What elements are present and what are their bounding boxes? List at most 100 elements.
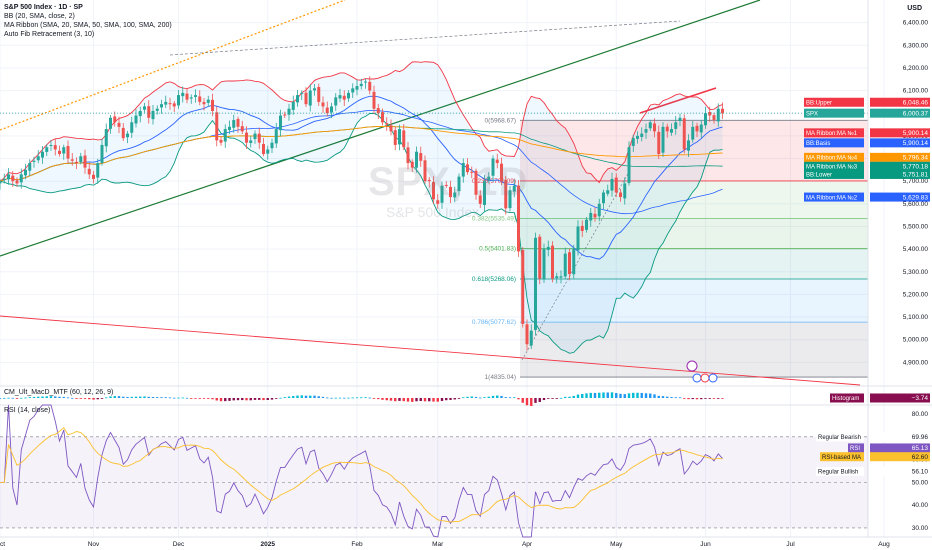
candle-body <box>355 86 359 90</box>
macd-histogram-bar <box>147 396 150 398</box>
macd-histogram-bar <box>126 396 129 398</box>
macd-histogram-bar <box>134 396 138 398</box>
macd-histogram-bar <box>287 396 291 398</box>
candle-body <box>24 169 27 176</box>
candle-body <box>419 153 423 161</box>
macd-histogram-bar <box>602 392 605 398</box>
candle-body <box>41 151 44 158</box>
macd-histogram-bar <box>666 396 669 398</box>
rsi-bearish-tag-value-box <box>870 432 930 442</box>
bb-band-fill <box>0 61 723 354</box>
candle-body <box>542 249 546 280</box>
candle-body <box>83 155 87 168</box>
candle-body <box>300 92 304 94</box>
macd-legend[interactable]: CM_Ult_MacD_MTF (60, 12, 26, 9) <box>4 389 114 396</box>
candle-body <box>372 91 376 109</box>
macd-histogram-bar <box>181 397 184 399</box>
candle-body <box>389 125 393 132</box>
macd-histogram-bar <box>411 398 414 402</box>
earnings-event-icon <box>708 373 718 383</box>
candle-body <box>364 81 367 83</box>
rsi-ma-tag-box <box>820 452 864 462</box>
macd-histogram-bar <box>530 398 533 406</box>
candle-body <box>627 147 631 184</box>
candle-body <box>406 147 410 164</box>
macd-histogram-bar <box>525 398 529 406</box>
macd-histogram-bar <box>355 397 359 399</box>
price-tag-label-box <box>804 128 864 138</box>
candle-body <box>7 174 10 180</box>
rsi-bullish-tag-box <box>816 466 864 476</box>
macd-histogram-bar <box>45 396 48 398</box>
indicator-fib-legend[interactable]: Auto Fib Retracement (3, 10) <box>4 31 95 38</box>
rsi-ma-tag-label: RSI-based MA <box>822 455 861 461</box>
trend-line-lower <box>0 315 861 386</box>
macd-histogram-bar <box>360 397 363 399</box>
macd-histogram-bar <box>139 396 142 398</box>
macd-histogram-bar <box>207 398 210 399</box>
macd-histogram-bar <box>168 397 172 399</box>
candle-body <box>461 163 465 177</box>
candle-body <box>304 92 308 105</box>
macd-histogram-bar <box>105 397 108 399</box>
candle-body <box>444 184 448 186</box>
macd-histogram-bar <box>241 398 244 401</box>
macd-histogram-value-box <box>870 393 930 403</box>
fib-level-label: 0.786(5077.62) <box>472 319 516 326</box>
rsi-legend[interactable]: RSI (14, close) <box>4 407 51 414</box>
candle-body <box>359 83 363 87</box>
price-tag-value-box <box>870 161 930 171</box>
candle-body <box>449 186 452 198</box>
candle-body <box>704 113 707 126</box>
macd-histogram-bar <box>377 398 380 400</box>
macd-histogram-bar <box>151 397 155 398</box>
macd-histogram-bar <box>457 398 461 399</box>
candle-body <box>130 122 134 133</box>
indicator-ma-ribbon-legend[interactable]: MA Ribbon (SMA, 20, SMA, 50, SMA, 100, S… <box>4 22 172 29</box>
macd-histogram-bar <box>712 398 716 399</box>
price-tag-label-box <box>804 161 864 171</box>
candle-body <box>49 144 53 146</box>
candle-body <box>500 163 503 182</box>
candle-body <box>160 104 163 108</box>
macd-histogram-bar <box>262 398 265 401</box>
macd-histogram-bar <box>649 393 652 398</box>
candle-body <box>470 171 474 173</box>
candle-body <box>568 252 571 275</box>
candle-body <box>151 110 155 120</box>
candle-body <box>487 176 491 181</box>
candle-body <box>483 181 486 205</box>
rsi-value-tag-label: RSI <box>850 446 860 452</box>
macd-histogram-bar <box>258 398 261 400</box>
rsi-ma-tag-value-box <box>870 452 930 462</box>
macd-histogram-bar <box>37 396 40 398</box>
candle-body <box>274 129 278 144</box>
candle-body <box>236 118 240 127</box>
candle-body <box>708 111 712 116</box>
indicator-bb-legend[interactable]: BB (20, SMA, close, 2) <box>4 13 75 20</box>
macd-histogram-bar <box>508 397 512 399</box>
macd-histogram-bar <box>300 395 303 398</box>
candle-body <box>172 103 176 107</box>
macd-histogram-bar <box>661 396 665 398</box>
bb-basis-line <box>0 95 723 260</box>
macd-histogram-bar <box>236 398 240 401</box>
trend-line-resistance <box>0 0 346 131</box>
time-axis-label: Nov <box>88 541 100 548</box>
price-tag-value-box <box>870 152 930 162</box>
macd-histogram-bar <box>466 396 469 398</box>
price-tag-value-box <box>870 138 930 148</box>
candle-body <box>143 106 146 110</box>
chart-title: S&P 500 Index · 1D · SP <box>4 4 83 11</box>
macd-histogram-bar <box>576 394 580 398</box>
macd-histogram-bar <box>173 397 176 399</box>
candle-body <box>402 130 406 148</box>
price-tag-label-box <box>804 108 864 118</box>
macd-histogram-bar <box>445 398 448 401</box>
candle-body <box>661 126 665 153</box>
candle-body <box>474 170 478 195</box>
candle-body <box>177 95 180 106</box>
macd-histogram-bar <box>615 393 618 398</box>
